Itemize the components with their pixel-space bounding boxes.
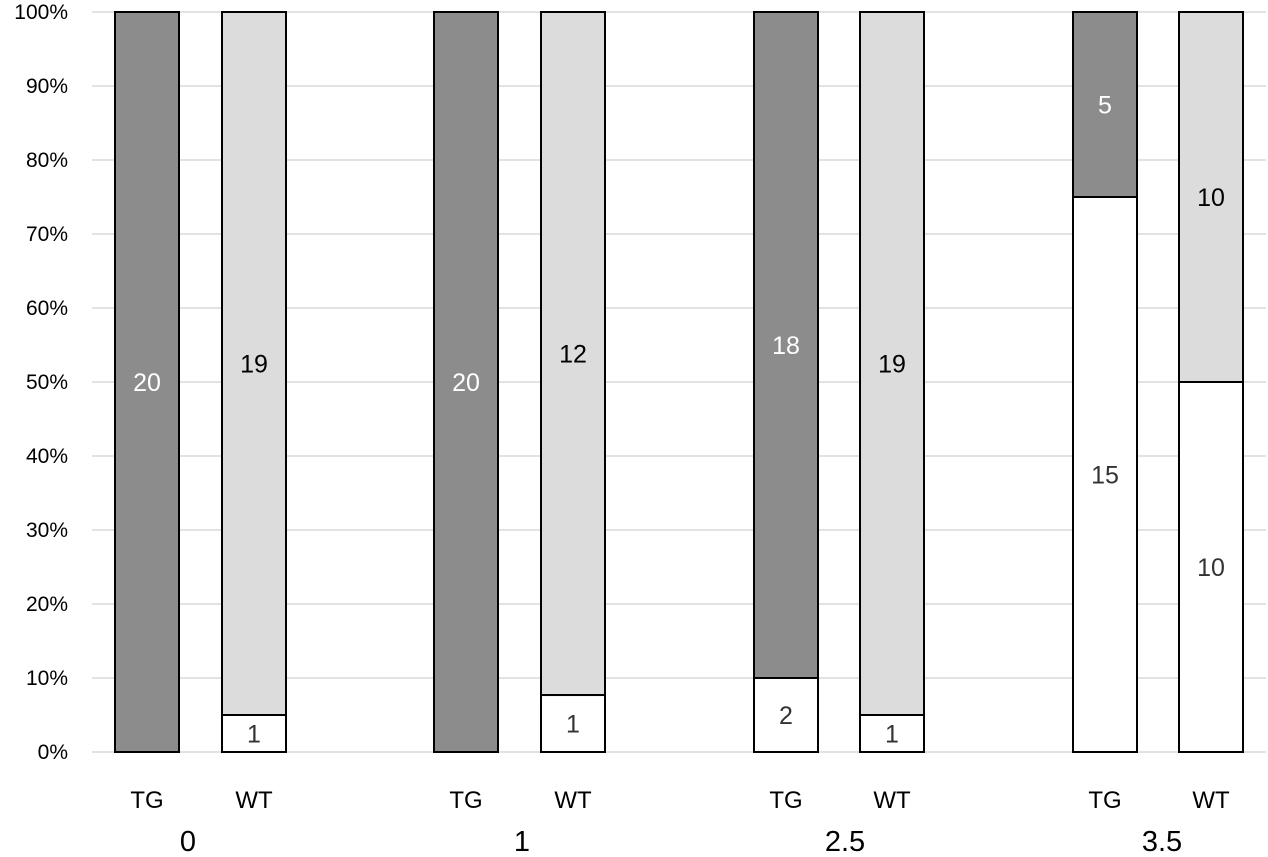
bar-segment: [433, 11, 499, 753]
bar-segment: [753, 11, 819, 679]
bar-segment: [221, 714, 287, 753]
bar-segment: [540, 694, 606, 754]
bar-segment: [114, 11, 180, 753]
y-tick-label: 40%: [26, 445, 68, 468]
y-tick-label: 100%: [14, 1, 68, 24]
bar-segment-count-label: 1: [566, 711, 580, 739]
bar-segment-count-label: 12: [559, 341, 587, 369]
bar-segment-count-label: 15: [1091, 462, 1119, 490]
bar-segment-count-label: 1: [247, 721, 261, 749]
bar-segment-count-label: 19: [878, 351, 906, 379]
bar-segment-count-label: 20: [452, 369, 480, 397]
y-tick-label: 70%: [26, 223, 68, 246]
bar-segment: [859, 11, 925, 716]
bar-segment: [1178, 381, 1244, 753]
bar-category-label: WT: [235, 787, 273, 814]
bar-segment-count-label: 10: [1197, 554, 1225, 582]
group-label: 2.5: [825, 826, 865, 857]
y-tick-label: 20%: [26, 593, 68, 616]
bar-segment: [221, 11, 287, 716]
bar-category-label: TG: [130, 787, 163, 814]
y-tick-label: 0%: [38, 741, 68, 764]
y-tick-label: 90%: [26, 75, 68, 98]
bar-category-label: TG: [449, 787, 482, 814]
bar-category-label: TG: [769, 787, 802, 814]
bars: 20 1 19 20 1 12 2 18 1 19 15 5 10 10: [114, 11, 1244, 754]
bar-segment-count-label: 10: [1197, 184, 1225, 212]
x-axis: TG WT 0 TG WT 1 TG WT 2.5 TG WT 3.5: [130, 787, 1230, 857]
group-label: 0: [180, 826, 196, 857]
bar-category-label: TG: [1088, 787, 1121, 814]
bar-segment-count-label: 1: [885, 721, 899, 749]
bar-segment-count-label: 2: [779, 702, 793, 730]
group-label: 3.5: [1142, 826, 1182, 857]
y-tick-label: 30%: [26, 519, 68, 542]
bar-segment-count-label: 5: [1098, 92, 1112, 120]
y-tick-label: 50%: [26, 371, 68, 394]
bar-segment-count-label: 18: [772, 332, 800, 360]
bar-category-label: WT: [1192, 787, 1230, 814]
group-label: 1: [514, 826, 530, 857]
bar-segment-count-label: 20: [133, 369, 161, 397]
bar-category-label: WT: [554, 787, 592, 814]
bar-segment: [1072, 196, 1138, 753]
y-tick-label: 10%: [26, 667, 68, 690]
bar-segment-count-label: 19: [240, 351, 268, 379]
bar-segment: [1178, 11, 1244, 383]
bar-segment: [859, 714, 925, 753]
y-tick-label: 60%: [26, 297, 68, 320]
bar-category-label: WT: [873, 787, 911, 814]
bar-segment: [540, 11, 606, 697]
y-tick-label: 80%: [26, 149, 68, 172]
bar-segment: [1072, 11, 1138, 198]
gridlines: [92, 11, 1266, 753]
y-axis: 0% 10% 20% 30% 40% 50% 60% 70% 80% 90% 100%: [14, 1, 68, 764]
